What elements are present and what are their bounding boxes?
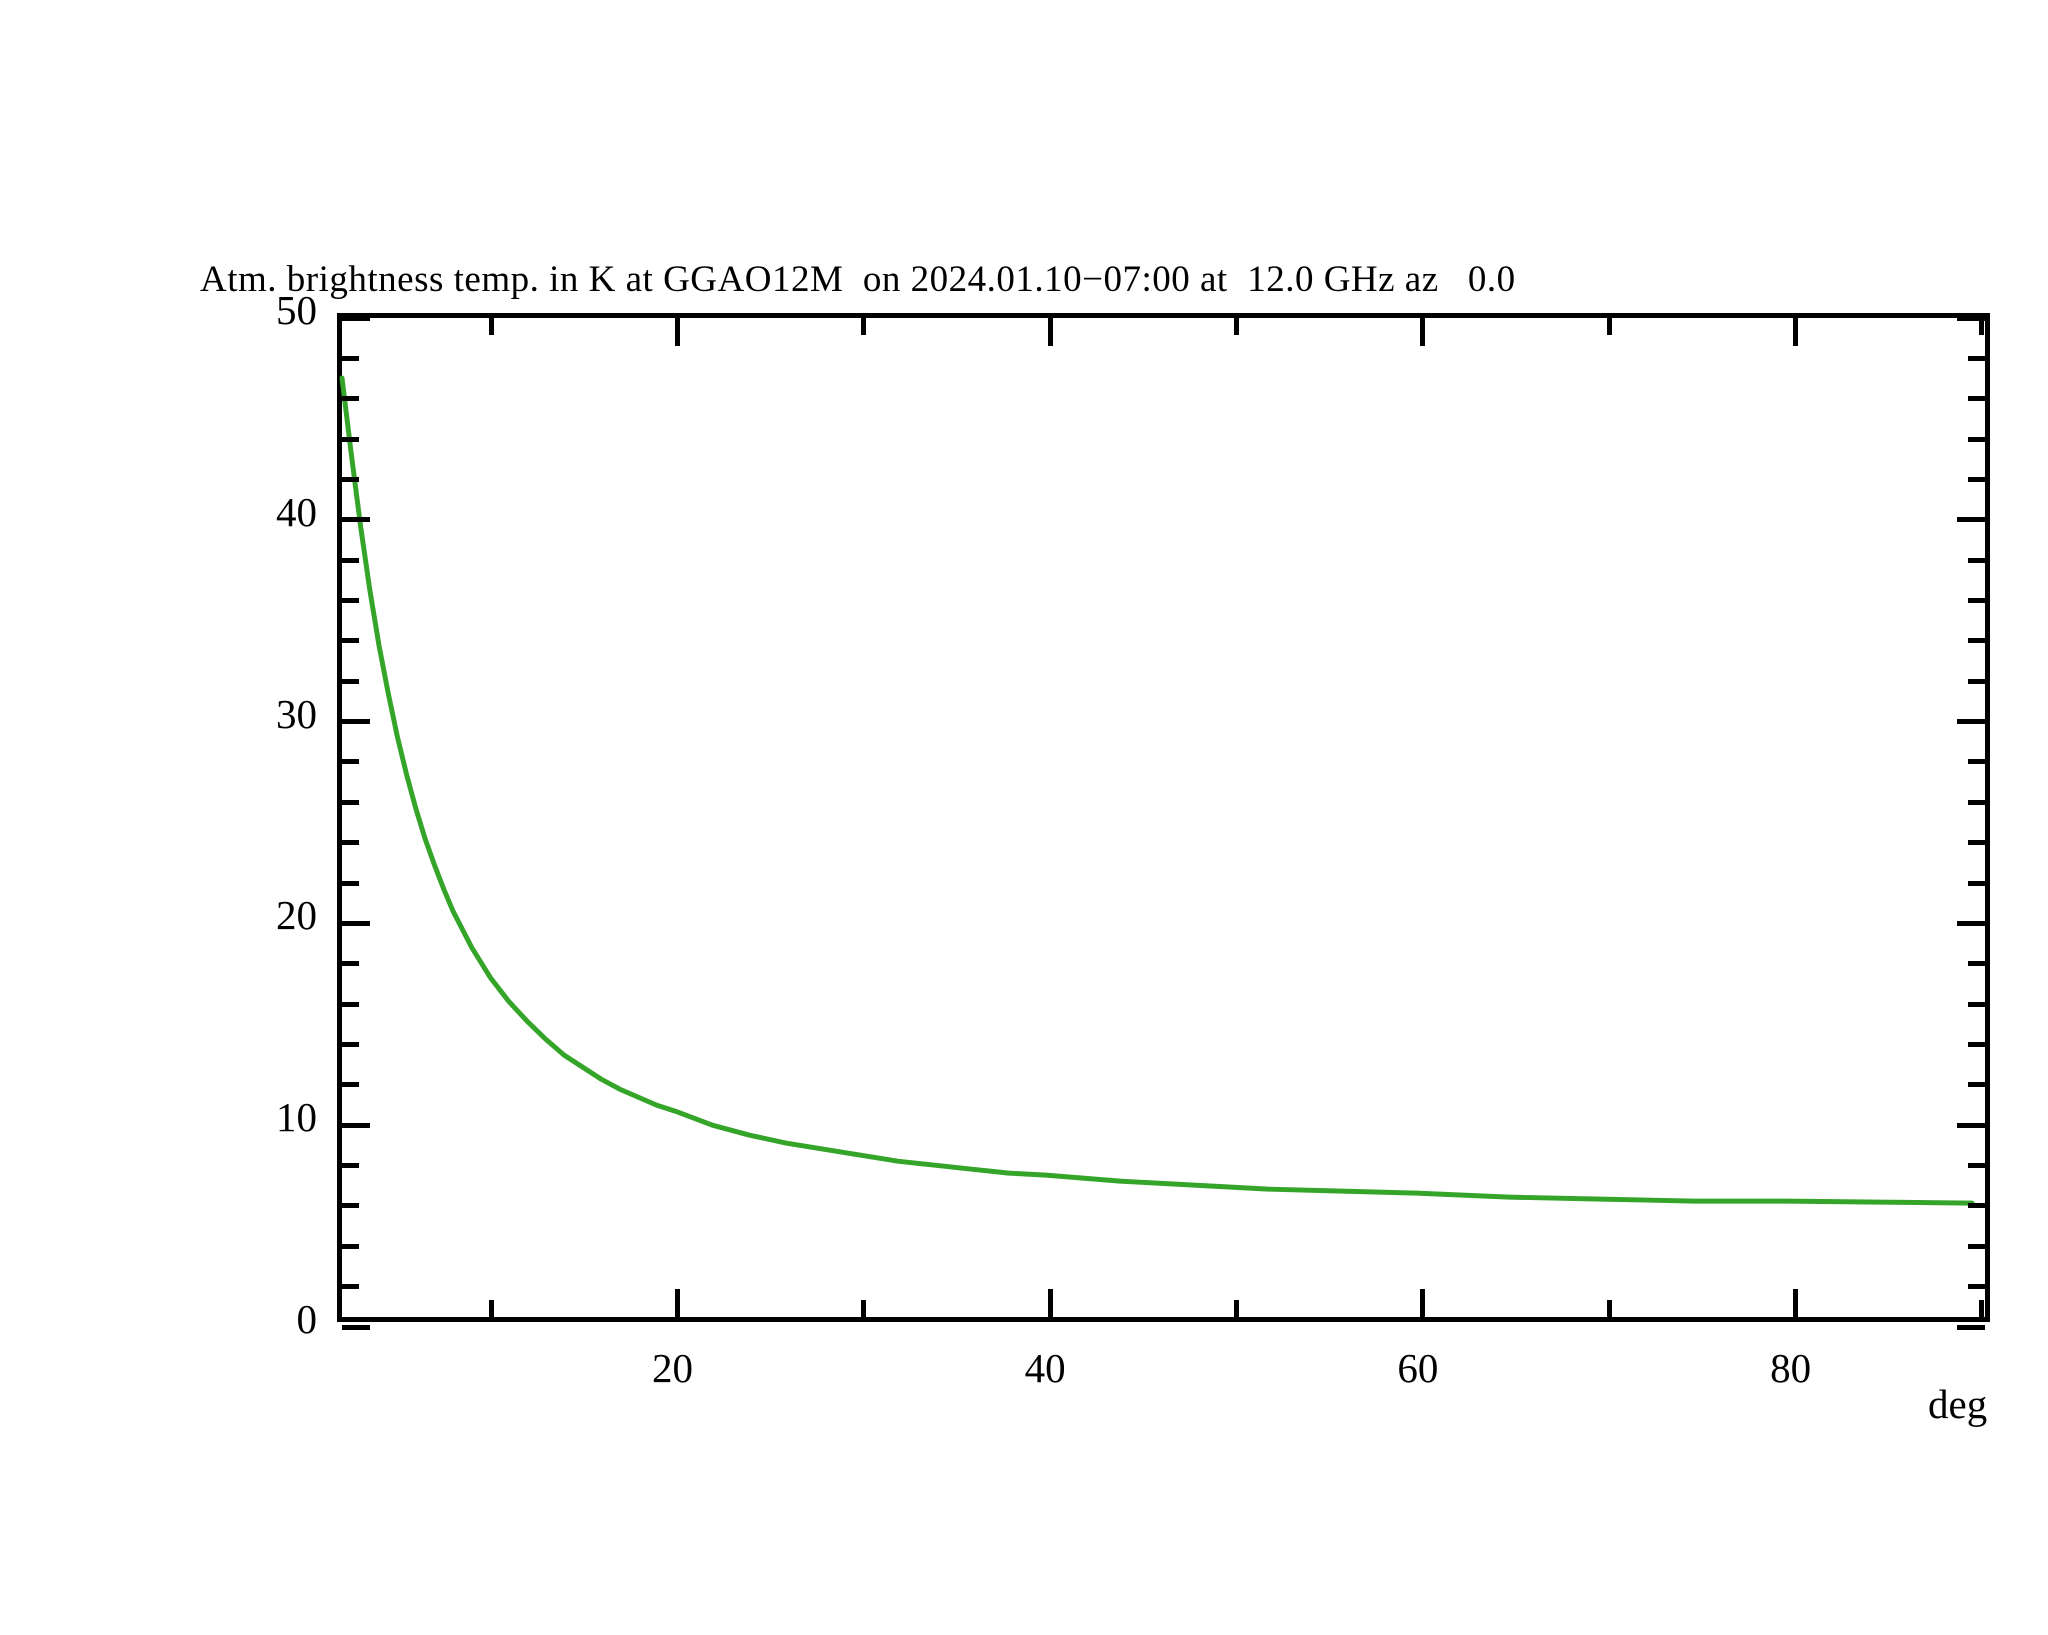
x-axis-tick [674,1289,680,1317]
y-axis-tick-right [1968,1284,1985,1290]
y-axis-tick [342,517,370,523]
x-axis-tick [488,1300,494,1317]
x-axis-tick-top [1420,318,1426,346]
y-axis-tick [342,920,370,926]
y-axis-tick-right [1957,315,1985,321]
y-axis-tick-label: 40 [276,488,317,535]
y-axis-tick [342,1243,359,1249]
y-axis-tick-right [1968,476,1985,482]
y-axis-tick-right [1957,517,1985,523]
x-axis-tick-top [674,318,680,346]
x-axis-tick [1047,1289,1053,1317]
x-axis-unit-label: deg [1928,1381,1988,1427]
y-axis-tick [342,1203,359,1209]
x-axis-tick-top [1979,318,1985,335]
x-axis-tick-top [488,318,494,335]
y-axis-tick [342,1324,370,1330]
y-axis-tick [342,1284,359,1290]
y-axis-tick-right [1957,920,1985,926]
y-axis-tick [342,1163,359,1169]
y-axis-tick [342,1082,359,1088]
y-axis-tick [342,880,359,886]
y-axis-tick-right [1968,1203,1985,1209]
x-axis-tick [1234,1300,1240,1317]
x-axis-tick-label: 40 [1024,1345,1066,1391]
y-axis-tick-right [1968,396,1985,402]
x-axis-tick-top [1793,318,1799,346]
x-axis-tick-top [1234,318,1240,335]
y-axis-tick [342,476,359,482]
y-axis-tick [342,436,359,442]
y-axis-tick [342,840,359,846]
y-axis-tick [342,759,359,765]
y-axis-tick-right [1968,598,1985,604]
x-axis-tick-top [861,318,867,335]
y-axis-tick [342,396,359,402]
y-axis-tick-label: 20 [276,892,317,939]
y-axis-tick-right [1968,1243,1985,1249]
x-axis-tick-label: 80 [1770,1345,1812,1391]
x-axis-tick [861,1300,867,1317]
x-axis-tick-top [1047,318,1053,346]
y-axis-tick-label: 0 [296,1296,318,1342]
y-axis-tick-right [1957,1122,1985,1128]
y-axis-tick-right [1968,799,1985,805]
y-axis-tick [342,1001,359,1007]
y-axis-tick [342,1041,359,1047]
y-axis-tick [342,799,359,805]
y-axis-tick [342,638,359,644]
y-axis-tick [342,557,359,563]
plot-area [337,313,1990,1330]
y-axis-tick-right [1968,557,1985,563]
y-axis-tick-right [1968,638,1985,644]
x-axis-tick-label: 20 [651,1345,693,1391]
y-axis-tick-right [1968,1041,1985,1047]
y-axis-tick-right [1968,840,1985,846]
y-axis-tick-label: 50 [276,287,317,333]
y-axis-tick [342,355,359,361]
data-curve [339,375,1975,1206]
y-axis-tick [342,961,359,967]
x-axis-tick [1606,1300,1612,1317]
y-axis-tick-right [1968,880,1985,886]
x-axis-tick-label: 60 [1397,1345,1439,1391]
y-axis-tick-right [1968,961,1985,967]
y-axis-tick-right [1968,678,1985,684]
y-axis-tick [342,598,359,604]
y-axis-tick-right [1968,1163,1985,1169]
y-axis-tick-right [1968,1082,1985,1088]
y-axis-tick-right [1968,436,1985,442]
y-axis-tick [342,1122,370,1128]
y-axis-tick-right [1968,759,1985,765]
y-axis-tick [342,719,370,725]
x-axis-tick-top [1606,318,1612,335]
y-axis-tick-label: 10 [276,1094,317,1141]
x-axis-tick [1979,1300,1985,1317]
y-axis-tick-right [1968,355,1985,361]
y-axis-tick-right [1957,719,1985,725]
x-axis-tick [1793,1289,1799,1317]
chart-title: Atm. brightness temp. in K at GGAO12M on… [200,259,1516,300]
y-axis-tick-right [1968,1001,1985,1007]
x-axis-tick [1420,1289,1426,1317]
y-axis-tick-label: 30 [276,690,317,737]
y-axis-tick-right [1957,1324,1985,1330]
y-axis-tick [342,315,370,321]
y-axis-tick [342,678,359,684]
